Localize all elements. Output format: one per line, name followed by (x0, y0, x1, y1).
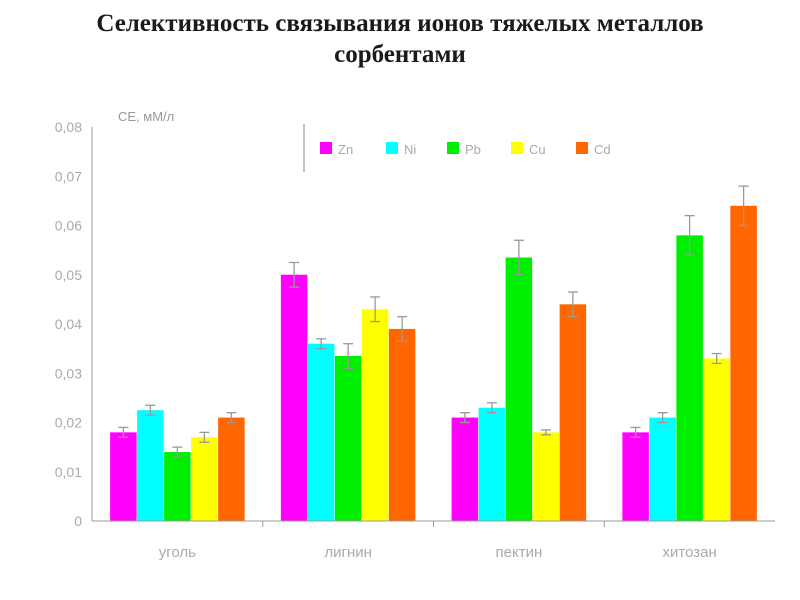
bar-cu-1 (191, 437, 218, 521)
bar-zn-3 (451, 417, 479, 521)
bar-pb-3 (505, 257, 533, 521)
bar-zn-1 (110, 432, 137, 521)
legend-swatch-cd (576, 142, 588, 154)
y-tick-label: 0,05 (55, 267, 82, 283)
bar-ni-4 (649, 417, 676, 521)
legend-label-cd: Cd (594, 142, 611, 157)
legend-label-ni: Ni (404, 142, 416, 157)
x-category-label: лигнин (324, 544, 372, 561)
bar-cu-2 (361, 309, 389, 521)
chart-title: Селективность связывания ионов тяжелых м… (96, 10, 704, 68)
y-tick-label: 0,06 (55, 218, 82, 234)
legend-swatch-cu (511, 142, 523, 154)
bar-pb-1 (164, 452, 191, 521)
x-category-label: уголь (159, 544, 196, 561)
bar-ni-2 (307, 343, 335, 521)
bar-cu-3 (532, 432, 560, 521)
legend: Zn Ni Pb Cu Cd (320, 142, 611, 157)
y-tick-label: 0,01 (55, 464, 82, 480)
bar-cd-3 (559, 304, 587, 521)
legend-swatch-ni (386, 142, 398, 154)
bar-cd-4 (730, 205, 757, 522)
bar-ni-1 (137, 410, 164, 521)
bar-cu-4 (703, 358, 730, 521)
axes (91, 127, 775, 527)
legend-label-pb: Pb (465, 142, 481, 157)
legend-swatch-zn (320, 142, 332, 154)
y-tick-label: 0 (74, 513, 82, 529)
bar-zn-2 (280, 274, 308, 521)
error-bars-group (118, 185, 749, 458)
y-tick-label: 0,03 (55, 365, 82, 381)
legend-label-zn: Zn (338, 142, 353, 157)
bar-cd-2 (388, 328, 416, 521)
legend-label-cu: Cu (529, 142, 546, 157)
x-category-label: хитозан (662, 544, 716, 561)
bar-pb-4 (676, 235, 703, 521)
y-tick-label: 0,04 (55, 316, 82, 332)
legend-swatch-pb (447, 142, 459, 154)
y-tick-label: 0,07 (55, 168, 82, 184)
y-tick-label: 0,08 (55, 119, 82, 135)
y-axis-ticks: 0 0,01 0,02 0,03 0,04 0,05 0,06 0,07 0,08 (55, 119, 82, 529)
bar-ni-3 (478, 407, 506, 521)
bar-pb-2 (334, 356, 362, 521)
x-category-label: пектин (496, 544, 543, 561)
y-axis-label: CE, мМ/л (118, 109, 174, 124)
x-axis-category-labels: уголь лигнин пектин хитозан (159, 544, 717, 561)
y-tick-label: 0,02 (55, 415, 82, 431)
bar-zn-4 (622, 432, 649, 521)
bar-series-group (110, 205, 757, 522)
bar-cd-1 (218, 417, 245, 521)
